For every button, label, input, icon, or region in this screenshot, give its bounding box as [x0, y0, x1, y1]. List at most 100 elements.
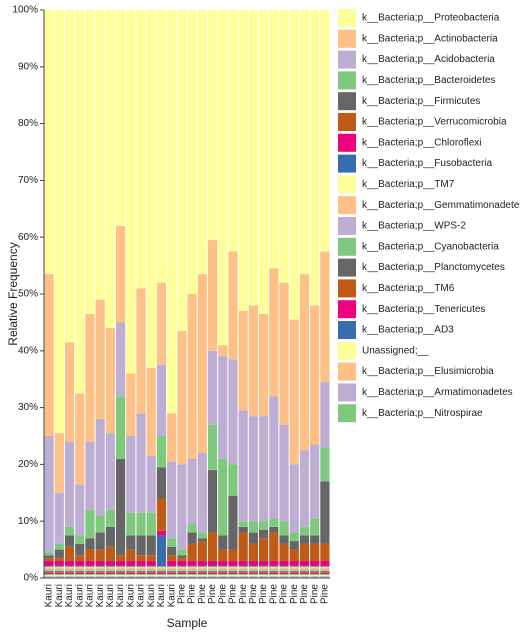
- bar-segment: [75, 575, 85, 577]
- bar-segment: [197, 569, 207, 571]
- x-tick-label: Pine: [268, 584, 279, 604]
- bar-segment: [156, 574, 167, 575]
- bar-segment: [54, 558, 64, 561]
- bar-segment: [167, 10, 177, 414]
- legend-swatch: [338, 321, 356, 339]
- bar-segment: [289, 573, 299, 575]
- bar-segment: [136, 571, 146, 573]
- bar-segment: [259, 574, 269, 576]
- bar-segment: [279, 570, 289, 572]
- bar-segment: [136, 570, 146, 572]
- bar-segment: [259, 571, 269, 573]
- bar-segment: [197, 560, 207, 566]
- bar-segment: [320, 251, 330, 383]
- y-tick-label: 30%: [18, 402, 38, 413]
- bar-segment: [238, 565, 248, 567]
- bar-segment: [146, 560, 156, 566]
- bar-segment: [177, 576, 187, 578]
- bar-segment: [269, 573, 279, 575]
- bar-segment: [126, 373, 136, 436]
- bar-segment: [228, 571, 238, 573]
- bar-segment: [289, 569, 299, 571]
- bar-segment: [75, 574, 85, 575]
- bar-segment: [85, 571, 95, 573]
- bar-segment: [95, 299, 105, 419]
- bar-segment: [279, 569, 289, 571]
- x-tick-label: Pine: [217, 584, 228, 604]
- bar-segment: [289, 574, 299, 576]
- bar-segment: [64, 575, 75, 577]
- bar-segment: [64, 546, 75, 561]
- bar-segment: [44, 555, 54, 559]
- bar-segment: [228, 574, 238, 575]
- bar-segment: [105, 509, 115, 527]
- bar-segment: [75, 566, 85, 568]
- x-tick-label: Pine: [238, 584, 249, 604]
- bar-segment: [187, 574, 197, 575]
- bar-segment: [44, 566, 54, 568]
- bar-segment: [105, 574, 115, 575]
- bar-segment: [299, 576, 310, 578]
- bar-segment: [167, 560, 177, 566]
- bar-segment: [177, 570, 187, 572]
- legend-label: k__Bacteria;p__AD3: [362, 325, 454, 336]
- bar-segment: [279, 282, 289, 425]
- bar-segment: [218, 560, 228, 566]
- bar-segment: [136, 576, 146, 578]
- bar-segment: [116, 573, 126, 575]
- bar-segment: [95, 566, 105, 568]
- bar-segment: [136, 573, 146, 575]
- bar-segment: [85, 570, 95, 572]
- x-axis-title: Sample: [167, 616, 208, 630]
- bar-segment: [64, 574, 75, 575]
- bar-segment: [248, 543, 258, 561]
- bar-segment: [289, 319, 299, 465]
- bar-segment: [197, 571, 207, 573]
- bar-segment: [218, 458, 228, 536]
- bar-segment: [320, 576, 330, 578]
- bar-segment: [187, 573, 197, 575]
- x-tick-label: Pine: [279, 584, 290, 604]
- bar-segment: [177, 566, 187, 568]
- legend-label: k__Bacteria;p__Armatimonadetes: [362, 387, 513, 398]
- bar-segment: [197, 576, 207, 578]
- bar-segment: [320, 382, 330, 448]
- bar-segment: [85, 572, 95, 574]
- bar-segment: [248, 305, 258, 417]
- bar-segment: [136, 566, 146, 568]
- bar-segment: [177, 575, 187, 577]
- bar-segment: [218, 356, 228, 459]
- bar-segment: [299, 566, 310, 568]
- bar-segment: [187, 543, 197, 561]
- bar-segment: [75, 535, 85, 544]
- bar-segment: [228, 10, 238, 252]
- bar-segment: [320, 571, 330, 573]
- bar-segment: [248, 566, 258, 568]
- bar-segment: [259, 567, 269, 570]
- bar-segment: [279, 424, 289, 522]
- bar-segment: [156, 498, 167, 531]
- bar-segment: [197, 567, 207, 570]
- x-tick-label: Kauri: [105, 584, 116, 607]
- bar-segment: [289, 549, 299, 561]
- bar-segment: [177, 569, 187, 571]
- legend-label: k__Bacteria;p__Gemmatimonadetes: [362, 200, 520, 211]
- bar-segment: [116, 572, 126, 574]
- bar-segment: [156, 571, 167, 573]
- bar-segment: [320, 565, 330, 567]
- bar-segment: [197, 575, 207, 577]
- bar-segment: [167, 576, 177, 578]
- bar-segment: [44, 552, 54, 556]
- bar-segment: [238, 567, 248, 570]
- bar-segment: [238, 410, 248, 522]
- bar-segment: [187, 566, 197, 568]
- bar-segment: [269, 575, 279, 577]
- bar-segment: [167, 575, 177, 577]
- bar-segment: [279, 567, 289, 570]
- bar-segment: [177, 567, 187, 570]
- legend-label: k__Bacteria;p__TM7: [362, 179, 455, 190]
- legend-swatch: [338, 154, 356, 173]
- bar-segment: [269, 574, 279, 576]
- bar-segment: [207, 573, 218, 575]
